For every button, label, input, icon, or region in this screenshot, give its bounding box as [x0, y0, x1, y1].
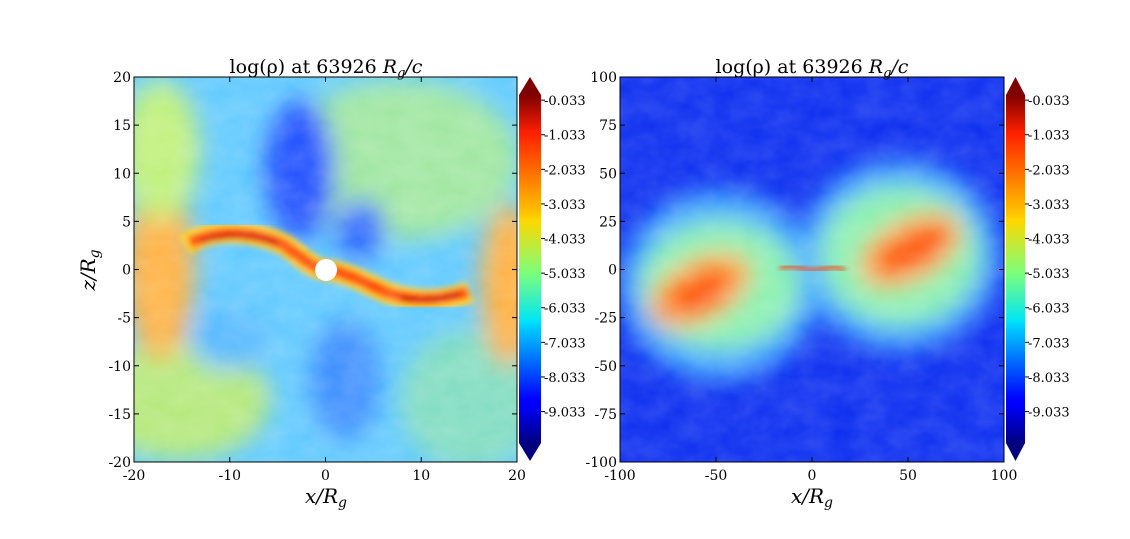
left-colorbar-tick-label: -7.033 [544, 336, 586, 351]
right-chart-title: log(ρ) at 63926 Rg/c [716, 56, 909, 81]
right-colorbar-tick-label: -2.033 [1028, 163, 1070, 178]
right-colorbar-tick-label: -8.033 [1028, 371, 1070, 386]
left-x-tick-label: -20 [123, 468, 146, 484]
left-x-axis-label: x/Rg [305, 484, 347, 511]
right-heatmap-panel: -100 -50 0 50 100 -100 -75 -50 -25 0 25 50 75 100 [586, 70, 1018, 484]
right-colorbar-tick-label: -0.033 [1028, 94, 1070, 109]
left-heatmap-panel: -20 -10 0 10 20 -20 -15 -10 -5 0 5 10 15 20 [108, 70, 525, 484]
right-colorbar-tick-label: -5.033 [1028, 267, 1070, 282]
right-x-tick-label: 0 [808, 468, 817, 484]
left-y-tick-label: -10 [108, 359, 131, 375]
right-colorbar-tick-label: -6.033 [1028, 302, 1070, 317]
left-axes: -20 -10 0 10 20 -20 -15 -10 -5 0 5 10 15 20 [108, 70, 525, 484]
right-y-tick-label: 100 [590, 70, 617, 86]
right-x-tick-label: 100 [991, 468, 1018, 484]
left-x-tick-label: 20 [508, 468, 526, 484]
right-y-tick-label: 0 [608, 263, 617, 279]
right-y-tick-label: -50 [594, 359, 617, 375]
left-colorbar-tick-label: -4.033 [544, 233, 586, 248]
right-colorbar-tick-label: -9.033 [1028, 406, 1070, 421]
left-colorbar-gradient [519, 95, 541, 443]
right-colorbar-tick-label: -4.033 [1028, 233, 1070, 248]
left-colorbar-tick-label: -0.033 [544, 94, 586, 109]
right-x-axis-label: x/Rg [791, 484, 833, 511]
right-colorbar-tick-label: -3.033 [1028, 198, 1070, 213]
left-y-tick-label: 15 [113, 118, 131, 134]
right-y-tick-label: 75 [599, 118, 617, 134]
left-colorbar-tick-label: -8.033 [544, 371, 586, 386]
right-x-tick-label: 50 [899, 468, 917, 484]
right-colorbar-tick-label: -7.033 [1028, 336, 1070, 351]
right-y-tick-label: -25 [594, 311, 617, 327]
left-colorbar-tick-label: -2.033 [544, 163, 586, 178]
right-colorbar: -0.033 -1.033 -2.033 -3.033 -4.033 -5.033 -6.0… [1006, 77, 1070, 461]
left-x-tick-label: -10 [218, 468, 241, 484]
right-axes: -100 -50 0 50 100 -100 -75 -50 -25 0 25 50 75 100 [586, 70, 1018, 484]
left-colorbar-min-extend [519, 443, 541, 461]
left-y-tick-label: -15 [108, 407, 131, 423]
left-colorbar-tick-label: -3.033 [544, 198, 586, 213]
right-y-tick-label: 50 [599, 166, 617, 182]
right-x-tick-label: -100 [604, 468, 635, 484]
left-colorbar: -0.033 -1.033 -2.033 -3.033 -4.033 -5.033 -6.0… [519, 77, 586, 461]
left-x-tick-label: 10 [412, 468, 430, 484]
right-colorbar-max-extend [1006, 77, 1025, 95]
right-colorbar-gradient [1006, 95, 1025, 443]
black-hole-disk [315, 259, 337, 281]
left-y-axis-label: z/Rg [76, 249, 103, 291]
left-colorbar-max-extend [519, 77, 541, 95]
right-y-tick-label: -75 [594, 407, 617, 423]
left-colorbar-tick-label: -9.033 [544, 406, 586, 421]
left-y-tick-label: -20 [108, 455, 131, 471]
right-colorbar-tick-label: -1.033 [1028, 129, 1070, 144]
right-y-tick-label: 25 [599, 214, 617, 230]
left-colorbar-tick-label: -5.033 [544, 267, 586, 282]
right-x-tick-label: -50 [705, 468, 728, 484]
left-y-tick-label: 10 [113, 166, 131, 182]
left-colorbar-tick-label: -6.033 [544, 302, 586, 317]
right-colorbar-min-extend [1006, 443, 1025, 461]
left-colorbar-tick-label: -1.033 [544, 129, 586, 144]
left-y-tick-label: 20 [113, 70, 131, 86]
left-y-tick-label: -5 [117, 311, 131, 327]
left-y-tick-label: 5 [122, 214, 131, 230]
left-x-tick-label: 0 [321, 468, 330, 484]
right-y-tick-label: -100 [586, 455, 617, 471]
left-chart-title: log(ρ) at 63926 Rg/c [230, 56, 423, 81]
left-y-tick-label: 0 [122, 263, 131, 279]
